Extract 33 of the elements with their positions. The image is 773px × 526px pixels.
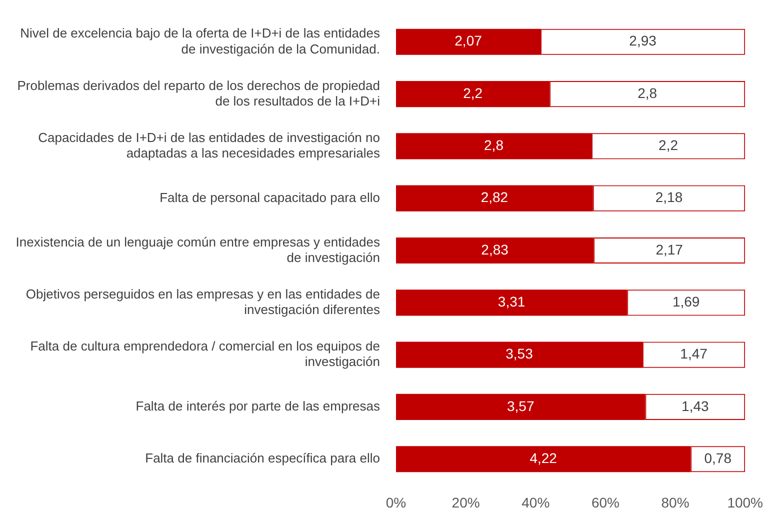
data-label: 2,8	[484, 137, 504, 154]
x2-tick-label: 100%	[727, 494, 764, 510]
x2-tick-label: 40%	[522, 494, 550, 510]
y-tick-label: Falta de cultura emprendedora / comercial en los equipos de investigación	[30, 338, 380, 370]
x2-tick-label: 20%	[452, 494, 480, 510]
data-label: 2,82	[480, 189, 508, 206]
data-label: 2,18	[655, 189, 683, 206]
x2-tick-label: 0%	[386, 494, 406, 510]
data-label: 3,53	[506, 346, 534, 362]
y-tick-label: Problemas derivados del reparto de los derechos de propiedad de los resultados de la I+D+i	[17, 78, 380, 108]
data-label: 2,8	[638, 84, 658, 101]
data-label: 2,07	[454, 32, 482, 49]
y-tick-label: Objetivos perseguidos en las empresas y en las entidades de investigación diferentes	[26, 286, 380, 318]
data-label: 2,2	[463, 84, 483, 101]
data-label: 0,78	[704, 450, 732, 466]
y-tick-label: Capacidades de I+D+i de las entidades de investigación no adaptadas a las necesidades empresariales	[38, 130, 380, 161]
x2-tick-label: 60%	[591, 494, 620, 510]
y-tick-label: Inexistencia de un lenguaje común entre empresas y entidades de investigación	[16, 234, 380, 265]
x2-tick-label: 80%	[661, 494, 690, 510]
data-label: 1,43	[682, 398, 710, 414]
data-label: 3,57	[507, 398, 534, 414]
data-label: 2,17	[656, 241, 684, 258]
y-tick-label: Falta de interés por parte de las empresas	[136, 398, 380, 414]
data-label: 2,93	[629, 32, 657, 49]
data-label: 1,47	[680, 346, 708, 362]
data-label: 1,69	[672, 294, 700, 310]
y-tick-label: Nivel de excelencia bajo de la oferta de I+D+i de las entidades de investigación de la Comunidad.	[20, 26, 380, 56]
data-label: 2,83	[481, 241, 509, 258]
data-label: 2,2	[658, 137, 678, 154]
data-label: 4,22	[530, 450, 558, 466]
data-label: 3,31	[498, 294, 526, 310]
y-tick-label: Falta de financiación específica para ello	[145, 450, 380, 466]
y-tick-label: Falta de personal capacitado para ello	[160, 190, 380, 205]
